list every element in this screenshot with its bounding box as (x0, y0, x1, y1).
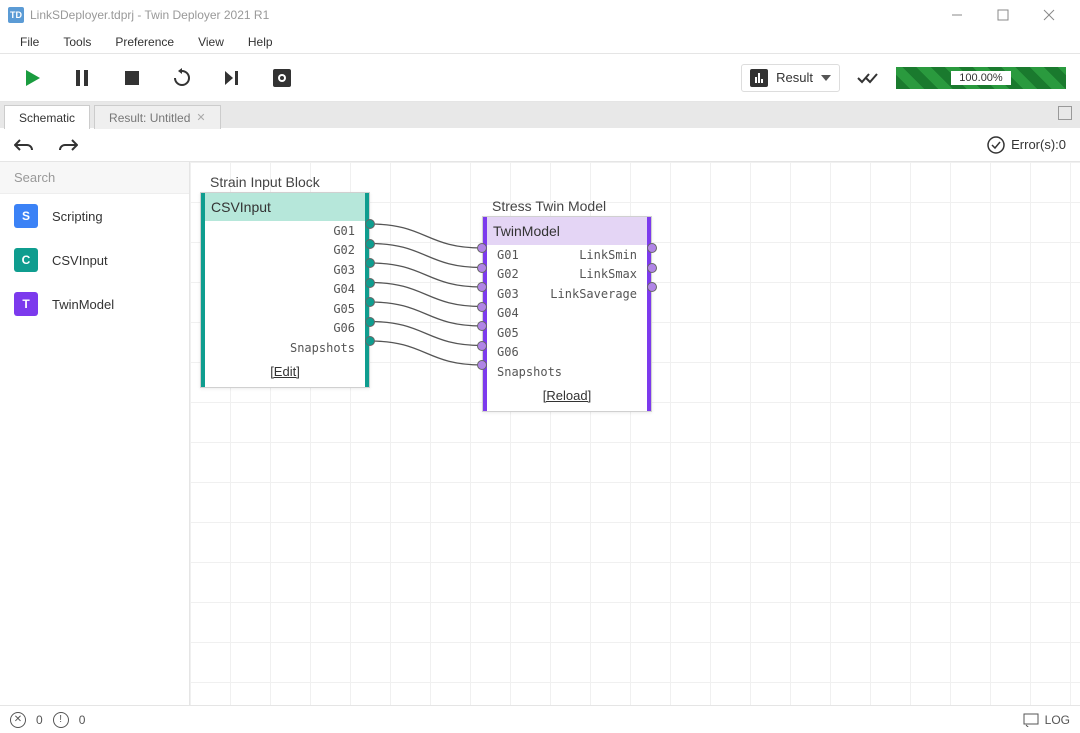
node-header: TwinModel (483, 217, 651, 245)
status-count-1: 0 (36, 713, 43, 727)
out-dot-linksmax[interactable] (647, 263, 657, 273)
checkall-button[interactable] (850, 60, 886, 96)
out-port-linksmax[interactable]: LinkSmax (483, 265, 651, 285)
palette-label: TwinModel (52, 297, 114, 312)
palette-badge: S (14, 204, 38, 228)
node-header: CSVInput (201, 193, 369, 221)
out-port-linksmin[interactable]: LinkSmin (483, 245, 651, 265)
result-label: Result (776, 70, 813, 85)
settings-button[interactable] (264, 60, 300, 96)
stop-button[interactable] (114, 60, 150, 96)
palette-label: CSVInput (52, 253, 108, 268)
palette-badge: C (14, 248, 38, 272)
in-port-snapshots[interactable]: Snapshots (483, 362, 651, 382)
out-dot-snapshots[interactable] (365, 336, 375, 346)
out-port-snapshots[interactable]: Snapshots (201, 338, 369, 358)
in-dot-g03[interactable] (477, 282, 487, 292)
redo-button[interactable] (58, 127, 78, 163)
out-port-g04[interactable]: G04 (201, 280, 369, 300)
undo-button[interactable] (14, 127, 34, 163)
log-icon (1023, 713, 1039, 727)
status-warning-icon[interactable]: ! (53, 712, 69, 728)
out-port-g06[interactable]: G06 (201, 319, 369, 339)
tab-result-untitled[interactable]: Result: Untitled✕ (94, 105, 221, 129)
progress-text: 100.00% (951, 71, 1010, 85)
toolbar: Result 100.00% (0, 54, 1080, 102)
chart-icon (750, 69, 768, 87)
in-dot-g05[interactable] (477, 321, 487, 331)
sidebar: Search S Scripting C CSVInput T TwinModel (0, 162, 190, 705)
menu-view[interactable]: View (186, 33, 236, 51)
out-dot-g05[interactable] (365, 297, 375, 307)
node-footer-link[interactable]: [Reload] (483, 382, 651, 411)
palette-badge: T (14, 292, 38, 316)
block-title-2: Stress Twin Model (492, 198, 606, 214)
sub-toolbar: Error(s):0 (0, 128, 1080, 162)
out-dot-g03[interactable] (365, 258, 375, 268)
status-count-2: 0 (79, 713, 86, 727)
out-port-g05[interactable]: G05 (201, 299, 369, 319)
play-button[interactable] (14, 60, 50, 96)
menu-file[interactable]: File (8, 33, 51, 51)
node-csvinput[interactable]: CSVInputG01G02G03G04G05G06Snapshots[Edit… (200, 192, 370, 388)
progress-bar: 100.00% (896, 67, 1066, 89)
in-dot-g04[interactable] (477, 302, 487, 312)
menu-help[interactable]: Help (236, 33, 285, 51)
detach-icon[interactable] (1058, 106, 1072, 120)
node-footer-link[interactable]: [Edit] (201, 358, 369, 387)
in-port-g04[interactable]: G04 (483, 304, 651, 324)
palette-scripting[interactable]: S Scripting (0, 194, 189, 238)
in-dot-g06[interactable] (477, 341, 487, 351)
out-dot-linksaverage[interactable] (647, 282, 657, 292)
palette-label: Scripting (52, 209, 103, 224)
out-port-g03[interactable]: G03 (201, 260, 369, 280)
tabs-row: SchematicResult: Untitled✕ (0, 102, 1080, 128)
out-dot-linksmin[interactable] (647, 243, 657, 253)
out-port-g02[interactable]: G02 (201, 241, 369, 261)
in-port-g06[interactable]: G06 (483, 343, 651, 363)
errors-indicator[interactable]: Error(s):0 (987, 136, 1066, 154)
node-twinmodel[interactable]: TwinModelG01G02G03G04G05G06SnapshotsLink… (482, 216, 652, 412)
maximize-button[interactable] (980, 0, 1026, 30)
close-button[interactable] (1026, 0, 1072, 30)
status-cancel-icon[interactable]: ✕ (10, 712, 26, 728)
statusbar: ✕ 0 ! 0 LOG (0, 705, 1080, 733)
schematic-canvas[interactable]: Strain Input BlockCSVInputG01G02G03G04G0… (190, 162, 1080, 705)
search-input[interactable]: Search (0, 162, 189, 194)
errors-label: Error(s):0 (1011, 137, 1066, 152)
window-title: LinkSDeployer.tdprj - Twin Deployer 2021… (30, 8, 934, 22)
menu-tools[interactable]: Tools (51, 33, 103, 51)
block-title-1: Strain Input Block (210, 174, 320, 190)
out-dot-g01[interactable] (365, 219, 375, 229)
tab-schematic[interactable]: Schematic (4, 105, 90, 129)
titlebar: TD LinkSDeployer.tdprj - Twin Deployer 2… (0, 0, 1080, 30)
out-dot-g06[interactable] (365, 317, 375, 327)
out-dot-g02[interactable] (365, 239, 375, 249)
in-dot-g02[interactable] (477, 263, 487, 273)
app-icon: TD (8, 7, 24, 23)
pause-button[interactable] (64, 60, 100, 96)
close-icon[interactable]: ✕ (196, 111, 205, 124)
result-dropdown[interactable]: Result (741, 64, 840, 92)
in-dot-snapshots[interactable] (477, 360, 487, 370)
chevron-down-icon (821, 75, 831, 81)
palette-twinmodel[interactable]: T TwinModel (0, 282, 189, 326)
skip-button[interactable] (214, 60, 250, 96)
in-dot-g01[interactable] (477, 243, 487, 253)
out-port-linksaverage[interactable]: LinkSaverage (483, 284, 651, 304)
log-label[interactable]: LOG (1045, 713, 1070, 727)
workspace: Search S Scripting C CSVInput T TwinModel Str… (0, 162, 1080, 705)
out-port-g01[interactable]: G01 (201, 221, 369, 241)
minimize-button[interactable] (934, 0, 980, 30)
restart-button[interactable] (164, 60, 200, 96)
palette-csvinput[interactable]: C CSVInput (0, 238, 189, 282)
out-dot-g04[interactable] (365, 278, 375, 288)
in-port-g05[interactable]: G05 (483, 323, 651, 343)
menu-preference[interactable]: Preference (103, 33, 186, 51)
menubar: FileToolsPreferenceViewHelp (0, 30, 1080, 54)
